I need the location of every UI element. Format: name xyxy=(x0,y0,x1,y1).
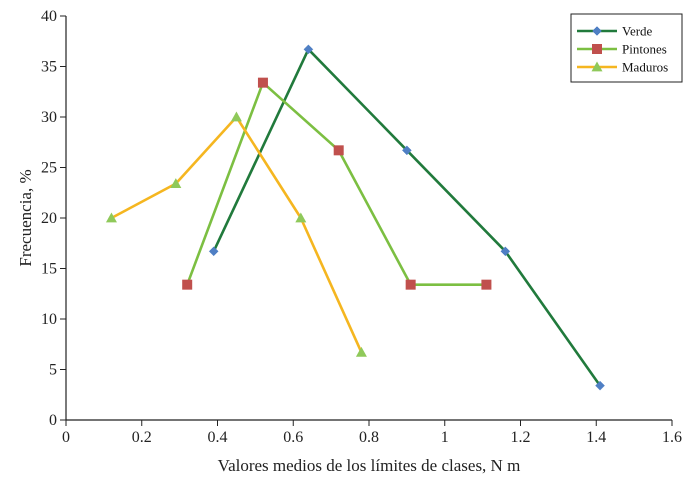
x-tick-label: 0 xyxy=(62,429,70,446)
y-tick-label: 0 xyxy=(49,412,57,429)
data-point-pintones xyxy=(257,77,268,88)
legend: Verde Pintones Maduros xyxy=(570,13,683,83)
y-tick-label: 15 xyxy=(41,261,57,278)
legend-swatch-marker xyxy=(592,44,602,54)
data-point-pintones xyxy=(481,279,492,290)
series-maduros xyxy=(105,111,367,357)
data-point-verde xyxy=(208,246,219,257)
data-point-maduros xyxy=(230,111,242,122)
y-tick-label: 30 xyxy=(41,109,57,126)
legend-entry-pintones: Pintones xyxy=(577,42,667,57)
data-point-pintones xyxy=(405,279,416,290)
x-tick-label: 1.2 xyxy=(511,429,531,446)
ticks: 0 0.2 0.4 0.6 0.8 1 1.2 1.4 1.6 0 5 10 15 20 25 30 35 40 xyxy=(41,8,682,446)
data-point-maduros xyxy=(295,212,307,223)
data-point-verde xyxy=(500,246,511,257)
y-tick-label: 10 xyxy=(41,311,57,328)
y-tick-label: 20 xyxy=(41,210,57,227)
series-line-pintones xyxy=(185,81,487,286)
series-verde xyxy=(208,44,605,391)
y-tick-label: 40 xyxy=(41,8,57,25)
legend-swatch-marker xyxy=(591,61,603,72)
legend-label: Maduros xyxy=(622,60,668,75)
y-axis-title: Frecuencia, % xyxy=(16,169,35,266)
series-layer xyxy=(105,44,605,391)
legend-swatch-marker xyxy=(592,26,602,36)
data-point-pintones xyxy=(182,279,193,290)
legend-label: Pintones xyxy=(622,42,667,57)
series-pintones xyxy=(182,77,492,290)
y-tick-label: 5 xyxy=(49,362,57,379)
x-tick-label: 1.4 xyxy=(586,429,606,446)
x-tick-label: 1.6 xyxy=(662,429,682,446)
data-point-verde xyxy=(303,44,314,55)
data-point-verde xyxy=(595,380,605,391)
data-point-maduros xyxy=(170,178,182,189)
data-point-maduros xyxy=(105,212,117,223)
x-tick-label: 0.6 xyxy=(283,429,303,446)
x-tick-label: 0.8 xyxy=(359,429,379,446)
y-tick-label: 25 xyxy=(41,160,57,177)
series-line-verde xyxy=(212,48,602,387)
data-point-verde xyxy=(402,145,412,156)
data-point-maduros xyxy=(355,346,367,357)
x-tick-label: 0.2 xyxy=(132,429,152,446)
legend-entry-verde: Verde xyxy=(577,24,653,39)
x-tick-label: 1 xyxy=(441,429,449,446)
y-tick-label: 35 xyxy=(41,59,57,76)
x-tick-label: 0.4 xyxy=(208,429,228,446)
data-point-pintones xyxy=(333,145,344,156)
legend-entry-maduros: Maduros xyxy=(577,60,668,75)
x-axis-title: Valores medios de los límites de clases,… xyxy=(218,456,521,475)
legend-label: Verde xyxy=(622,24,653,39)
